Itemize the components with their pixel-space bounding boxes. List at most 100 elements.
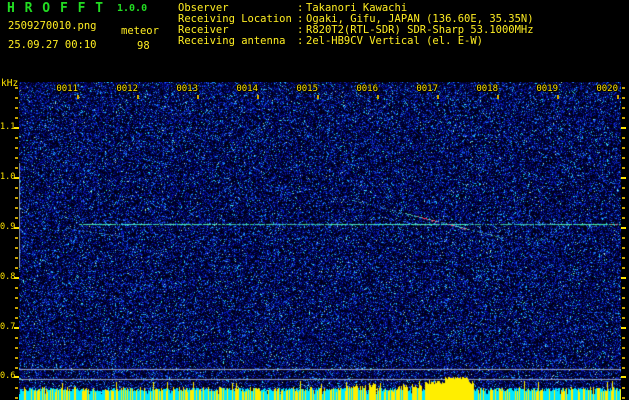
- record-datetime: 25.09.27 00:10: [8, 39, 97, 51]
- freq-tick-label: 1.0: [0, 172, 16, 182]
- freq-minor-tick-right: [622, 287, 625, 289]
- freq-minor-tick-right: [622, 207, 625, 209]
- freq-major-tick-left: [14, 327, 19, 329]
- time-tick-label: 0014: [236, 84, 258, 94]
- freq-minor-tick-right: [622, 87, 625, 89]
- freq-minor-tick-left: [15, 197, 18, 199]
- freq-major-tick-right: [621, 227, 626, 229]
- info-separator: :: [297, 24, 304, 36]
- time-tick: [377, 95, 379, 99]
- info-row: Receiver: R820T2(RTL-SDR) SDR-Sharp 53.10…: [178, 25, 534, 36]
- freq-minor-tick-right: [622, 217, 625, 219]
- freq-minor-tick-right: [622, 367, 625, 369]
- freq-major-tick-right: [621, 277, 626, 279]
- freq-minor-tick-left: [15, 367, 18, 369]
- freq-minor-tick-left: [15, 97, 18, 99]
- echo-count: 98: [137, 40, 150, 52]
- time-tick-label: 0016: [356, 84, 378, 94]
- freq-minor-tick-left: [15, 317, 18, 319]
- app-version: 1.0.0: [117, 3, 148, 14]
- info-row: Receiving antenna:2el-HB9CV Vertical (el…: [178, 36, 534, 47]
- freq-minor-tick-left: [15, 137, 18, 139]
- freq-unit-label: kHz: [1, 78, 19, 89]
- time-tick: [257, 95, 259, 99]
- freq-major-tick-left: [14, 177, 19, 179]
- time-tick: [617, 95, 619, 99]
- freq-major-tick-right: [621, 177, 626, 179]
- freq-minor-tick-left: [15, 287, 18, 289]
- info-row: Receiving Location: Ogaki, Gifu, JAPAN (1…: [178, 14, 534, 25]
- info-value: Takanori Kawachi: [306, 2, 408, 14]
- freq-minor-tick-left: [15, 347, 18, 349]
- station-info-table: Observer: Takanori Kawachi Receiving Locat…: [178, 3, 534, 47]
- time-tick: [77, 95, 79, 99]
- info-label: Receiving antenna: [178, 35, 286, 47]
- freq-minor-tick-left: [15, 187, 18, 189]
- freq-minor-tick-right: [622, 387, 625, 389]
- freq-minor-tick-right: [622, 97, 625, 99]
- time-tick-label: 0013: [176, 84, 198, 94]
- freq-minor-tick-left: [15, 297, 18, 299]
- freq-minor-tick-left: [15, 217, 18, 219]
- freq-minor-tick-left: [15, 337, 18, 339]
- time-tick: [137, 95, 139, 99]
- freq-minor-tick-right: [622, 247, 625, 249]
- info-row: Observer: Takanori Kawachi: [178, 3, 534, 14]
- freq-major-tick-right: [621, 376, 626, 378]
- freq-major-tick-left: [14, 376, 19, 378]
- freq-major-tick-left: [14, 227, 19, 229]
- time-tick: [557, 95, 559, 99]
- time-tick-label: 0019: [536, 84, 558, 94]
- observation-mode: meteor: [121, 25, 159, 37]
- time-tick: [437, 95, 439, 99]
- freq-minor-tick-right: [622, 117, 625, 119]
- info-separator: :: [297, 13, 304, 25]
- freq-minor-tick-left: [15, 397, 18, 399]
- freq-minor-tick-left: [15, 147, 18, 149]
- freq-minor-tick-right: [622, 257, 625, 259]
- freq-minor-tick-left: [15, 167, 18, 169]
- freq-minor-tick-left: [15, 237, 18, 239]
- freq-minor-tick-left: [15, 117, 18, 119]
- time-tick-label: 0017: [416, 84, 438, 94]
- freq-minor-tick-right: [622, 137, 625, 139]
- freq-tick-label: 0.9: [0, 222, 16, 232]
- freq-minor-tick-left: [15, 107, 18, 109]
- freq-minor-tick-right: [622, 107, 625, 109]
- info-label: Receiving Location: [178, 13, 292, 25]
- info-separator: :: [297, 35, 304, 47]
- freq-minor-tick-left: [15, 247, 18, 249]
- freq-minor-tick-left: [15, 157, 18, 159]
- freq-tick-label: 0.8: [0, 272, 16, 282]
- freq-minor-tick-right: [622, 267, 625, 269]
- info-label: Observer: [178, 2, 229, 14]
- info-separator: :: [297, 2, 304, 14]
- freq-minor-tick-right: [622, 197, 625, 199]
- time-tick-label: 0011: [56, 84, 78, 94]
- spectrogram-canvas: [19, 82, 621, 400]
- freq-minor-tick-right: [622, 347, 625, 349]
- freq-minor-tick-right: [622, 357, 625, 359]
- freq-tick-label: 1.1: [0, 122, 16, 132]
- freq-tick-label: 0.6: [0, 371, 16, 381]
- freq-minor-tick-right: [622, 147, 625, 149]
- info-value: R820T2(RTL-SDR) SDR-Sharp 53.1000MHz: [306, 24, 534, 36]
- app-title: H R O F F T: [7, 1, 105, 16]
- freq-minor-tick-right: [622, 317, 625, 319]
- time-tick-label: 0012: [116, 84, 138, 94]
- freq-minor-tick-right: [622, 187, 625, 189]
- info-label: Receiver: [178, 24, 229, 36]
- freq-major-tick-right: [621, 127, 626, 129]
- freq-minor-tick-right: [622, 167, 625, 169]
- time-tick-label: 0018: [476, 84, 498, 94]
- time-tick-label: 0020: [596, 84, 618, 94]
- freq-minor-tick-right: [622, 157, 625, 159]
- freq-major-tick-left: [14, 277, 19, 279]
- freq-minor-tick-right: [622, 307, 625, 309]
- time-tick: [497, 95, 499, 99]
- freq-minor-tick-left: [15, 257, 18, 259]
- info-value: 2el-HB9CV Vertical (el. E-W): [306, 35, 484, 47]
- freq-minor-tick-left: [15, 207, 18, 209]
- freq-minor-tick-left: [15, 357, 18, 359]
